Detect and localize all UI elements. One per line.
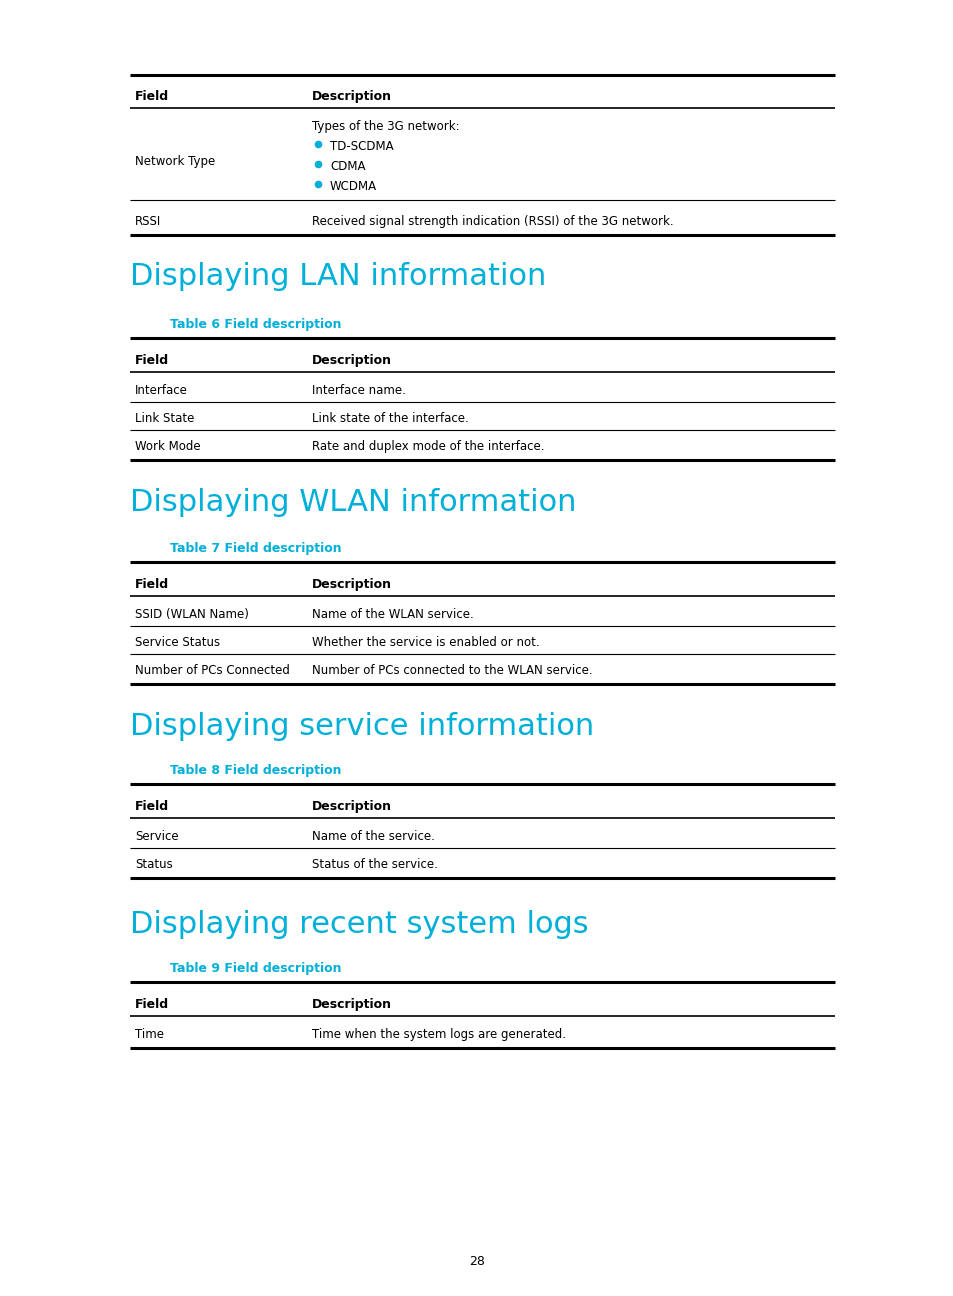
Text: Network Type: Network Type (135, 156, 215, 168)
Text: Number of PCs Connected: Number of PCs Connected (135, 664, 290, 677)
Text: Received signal strength indication (RSSI) of the 3G network.: Received signal strength indication (RSS… (312, 215, 673, 228)
Text: Number of PCs connected to the WLAN service.: Number of PCs connected to the WLAN serv… (312, 664, 592, 677)
Text: Link State: Link State (135, 412, 194, 425)
Text: Displaying LAN information: Displaying LAN information (130, 262, 546, 292)
Text: Interface: Interface (135, 384, 188, 397)
Text: Service Status: Service Status (135, 636, 220, 649)
Text: Field: Field (135, 89, 169, 102)
Text: Table 7 Field description: Table 7 Field description (170, 542, 341, 555)
Text: Time when the system logs are generated.: Time when the system logs are generated. (312, 1028, 565, 1041)
Text: Table 8 Field description: Table 8 Field description (170, 765, 341, 778)
Text: Description: Description (312, 89, 392, 102)
Text: TD-SCDMA: TD-SCDMA (330, 140, 394, 153)
Text: Description: Description (312, 354, 392, 367)
Text: Interface name.: Interface name. (312, 384, 405, 397)
Text: Name of the service.: Name of the service. (312, 829, 435, 842)
Text: WCDMA: WCDMA (330, 180, 376, 193)
Text: Time: Time (135, 1028, 164, 1041)
Text: Types of the 3G network:: Types of the 3G network: (312, 121, 459, 133)
Text: Name of the WLAN service.: Name of the WLAN service. (312, 608, 474, 621)
Text: CDMA: CDMA (330, 159, 365, 172)
Text: Table 9 Field description: Table 9 Field description (170, 962, 341, 975)
Text: Rate and duplex mode of the interface.: Rate and duplex mode of the interface. (312, 441, 544, 454)
Text: Table 6 Field description: Table 6 Field description (170, 318, 341, 330)
Text: Description: Description (312, 800, 392, 813)
Text: Whether the service is enabled or not.: Whether the service is enabled or not. (312, 636, 539, 649)
Text: Description: Description (312, 998, 392, 1011)
Text: Field: Field (135, 578, 169, 591)
Text: Field: Field (135, 354, 169, 367)
Text: SSID (WLAN Name): SSID (WLAN Name) (135, 608, 249, 621)
Text: Field: Field (135, 800, 169, 813)
Text: Status: Status (135, 858, 172, 871)
Text: Description: Description (312, 578, 392, 591)
Text: Field: Field (135, 998, 169, 1011)
Text: Displaying WLAN information: Displaying WLAN information (130, 489, 576, 517)
Text: Link state of the interface.: Link state of the interface. (312, 412, 468, 425)
Text: Displaying recent system logs: Displaying recent system logs (130, 910, 588, 940)
Text: RSSI: RSSI (135, 215, 161, 228)
Text: Work Mode: Work Mode (135, 441, 200, 454)
Text: Status of the service.: Status of the service. (312, 858, 437, 871)
Text: 28: 28 (469, 1255, 484, 1267)
Text: Service: Service (135, 829, 178, 842)
Text: Displaying service information: Displaying service information (130, 712, 594, 741)
